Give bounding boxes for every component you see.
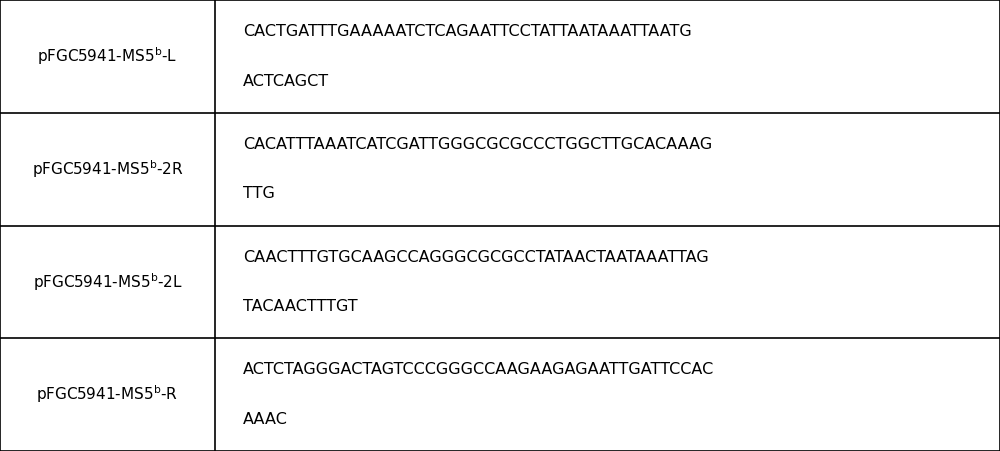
Text: CACTGATTTGAAAAATCTCAGAATTCCTATTAATAAATTAATG: CACTGATTTGAAAAATCTCAGAATTCCTATTAATAAATTA…: [243, 24, 692, 39]
Text: pFGC5941-MS5$^{\rm b}$-L: pFGC5941-MS5$^{\rm b}$-L: [37, 46, 178, 67]
Text: AAAC: AAAC: [243, 412, 288, 427]
Text: CAACTTTGTGCAAGCCAGGGCGCGCCTATAACTAATAAATTAG: CAACTTTGTGCAAGCCAGGGCGCGCCTATAACTAATAAAT…: [243, 249, 709, 265]
Text: pFGC5941-MS5$^{\rm b}$-R: pFGC5941-MS5$^{\rm b}$-R: [36, 384, 179, 405]
Text: pFGC5941-MS5$^{\rm b}$-2L: pFGC5941-MS5$^{\rm b}$-2L: [33, 271, 182, 293]
Text: CACATTTAAATCATCGATTGGGCGCGCCCTGGCTTGCACAAAG: CACATTTAAATCATCGATTGGGCGCGCCCTGGCTTGCACA…: [243, 137, 712, 152]
Text: ACTCAGCT: ACTCAGCT: [243, 74, 329, 89]
Text: ACTCTAGGGACTAGTCCCGGGCCAAGAAGAGAATTGATTCCAC: ACTCTAGGGACTAGTCCCGGGCCAAGAAGAGAATTGATTC…: [243, 362, 714, 377]
Text: TTG: TTG: [243, 186, 275, 202]
Text: TACAACTTTGT: TACAACTTTGT: [243, 299, 358, 314]
Text: pFGC5941-MS5$^{\rm b}$-2R: pFGC5941-MS5$^{\rm b}$-2R: [32, 158, 183, 180]
